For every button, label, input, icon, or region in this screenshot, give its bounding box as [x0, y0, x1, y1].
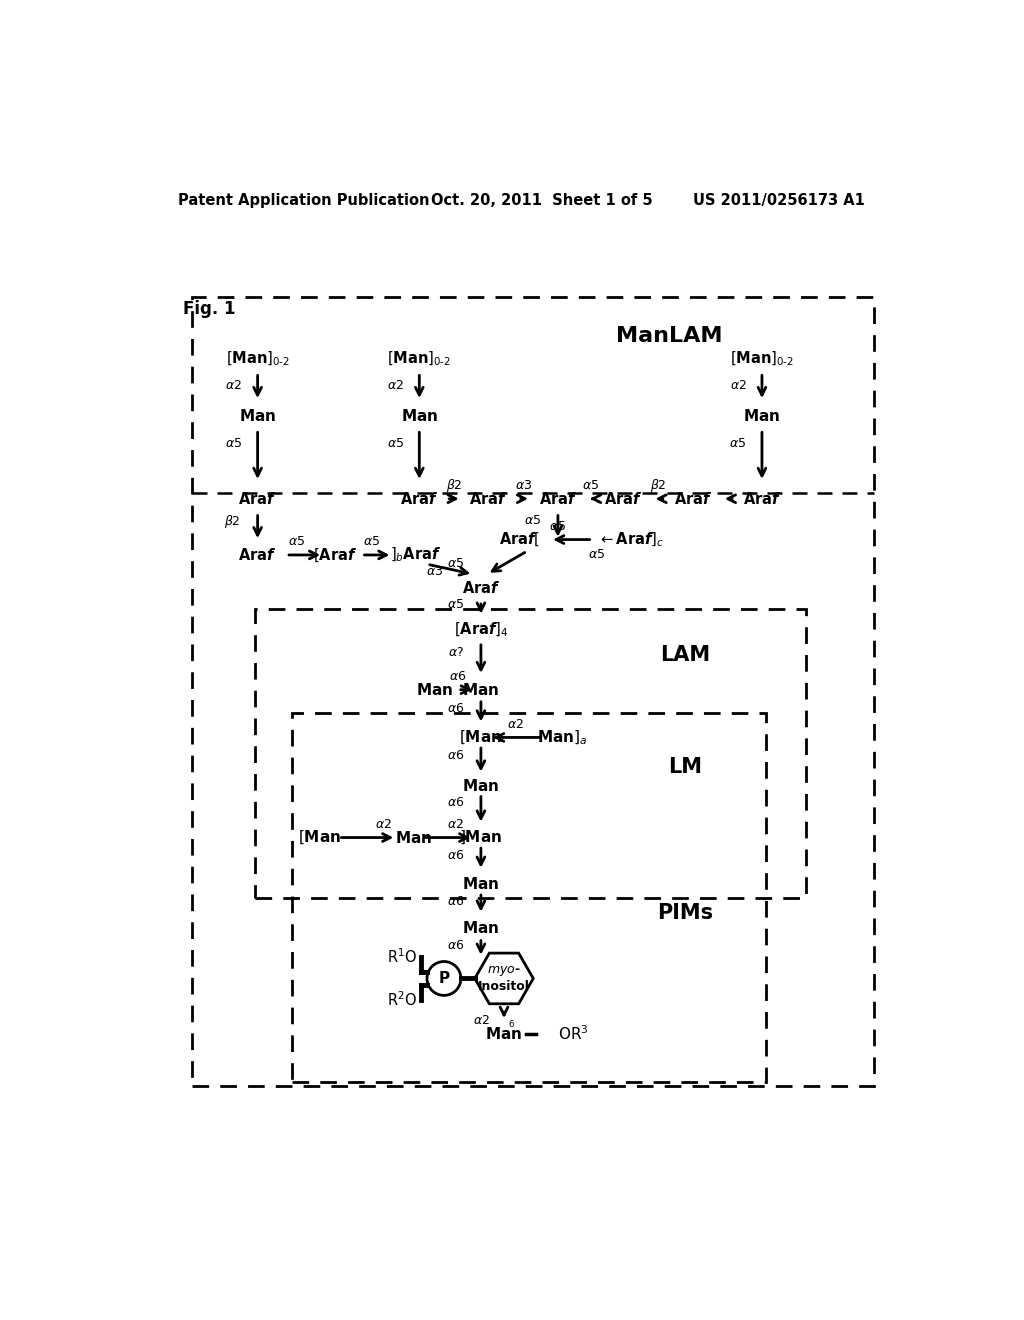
Text: $\alpha3$: $\alpha3$ [515, 479, 531, 492]
Text: $[\mathbf{Man}$: $[\mathbf{Man}$ [460, 729, 503, 746]
Text: $\mathbf{Ara}\boldsymbol{f}$: $\mathbf{Ara}\boldsymbol{f}$ [462, 579, 500, 597]
Text: $\mathbf{Ara}\boldsymbol{f}$: $\mathbf{Ara}\boldsymbol{f}$ [742, 491, 781, 507]
Text: $\mathbf{Ara}\boldsymbol{f}$: $\mathbf{Ara}\boldsymbol{f}$ [239, 491, 276, 507]
Text: $\mathbf{Ara}\boldsymbol{f}$: $\mathbf{Ara}\boldsymbol{f}$ [604, 491, 642, 507]
Text: $[\mathbf{Man}$: $[\mathbf{Man}$ [298, 829, 341, 846]
Text: $\alpha6$: $\alpha6$ [446, 702, 464, 715]
Text: $\alpha6$: $\alpha6$ [446, 796, 464, 809]
Text: $[\mathbf{Man}]_{0\text{-}2}$: $[\mathbf{Man}]_{0\text{-}2}$ [730, 350, 794, 368]
Text: $\alpha5$: $\alpha5$ [446, 557, 464, 570]
Bar [255, 609, 806, 898]
Circle shape [427, 961, 461, 995]
Text: LM: LM [668, 756, 702, 776]
Text: $\mathbf{Ara}\boldsymbol{f}[$: $\mathbf{Ara}\boldsymbol{f}[$ [499, 531, 540, 548]
Text: US 2011/0256173 A1: US 2011/0256173 A1 [692, 193, 864, 209]
Text: $\mathit{myo}$-: $\mathit{myo}$- [487, 964, 521, 978]
Text: $\alpha6$: $\alpha6$ [446, 748, 464, 762]
Text: $\alpha2$: $\alpha2$ [447, 818, 464, 832]
Text: $]_b\mathbf{Ara}\boldsymbol{f}$: $]_b\mathbf{Ara}\boldsymbol{f}$ [390, 545, 441, 564]
Text: $\alpha5$: $\alpha5$ [549, 520, 566, 533]
Text: ManLAM: ManLAM [616, 326, 723, 346]
Text: $\alpha2$: $\alpha2$ [730, 379, 746, 392]
Text: Inositol: Inositol [478, 979, 530, 993]
Text: $\mathbf{Man}$: $\mathbf{Man}$ [463, 777, 500, 793]
Text: $\alpha6$: $\alpha6$ [450, 671, 467, 684]
Text: $\alpha5$: $\alpha5$ [362, 536, 380, 548]
Text: $\alpha6$: $\alpha6$ [446, 939, 464, 952]
Text: LAM: LAM [659, 645, 710, 665]
Text: $\mathbf{P}$: $\mathbf{P}$ [437, 970, 451, 986]
Text: $\alpha5$: $\alpha5$ [729, 437, 746, 450]
Text: $\alpha2$: $\alpha2$ [387, 379, 403, 392]
Text: $\beta2$: $\beta2$ [224, 513, 241, 531]
Text: $\alpha6$: $\alpha6$ [446, 895, 464, 908]
Text: $\mathrm{R^1O}$: $\mathrm{R^1O}$ [387, 948, 417, 966]
Text: $\mathbf{Man}$: $\mathbf{Man}$ [394, 829, 432, 846]
Text: $\mathrm{OR^3}$: $\mathrm{OR^3}$ [558, 1024, 589, 1043]
Text: $\alpha5$: $\alpha5$ [446, 598, 464, 611]
Text: $[\mathbf{Ara}\boldsymbol{f}$: $[\mathbf{Ara}\boldsymbol{f}$ [312, 546, 356, 564]
Text: $\mathbf{Man}]_a$: $\mathbf{Man}]_a$ [537, 729, 587, 747]
Text: $\alpha2$: $\alpha2$ [507, 718, 524, 731]
Text: $[\mathbf{Man}]_{0\text{-}2}$: $[\mathbf{Man}]_{0\text{-}2}$ [225, 350, 290, 368]
Text: $\mathbf{Ara}\boldsymbol{f}$: $\mathbf{Ara}\boldsymbol{f}$ [239, 546, 276, 562]
Text: $\mathbf{Man}$: $\mathbf{Man}$ [485, 1026, 522, 1041]
Bar [193, 297, 873, 1086]
Text: $]\mathbf{Man}$: $]\mathbf{Man}$ [460, 829, 503, 846]
Text: $\alpha5$: $\alpha5$ [588, 548, 605, 561]
Text: $\mathbf{Man}$: $\mathbf{Man}$ [416, 681, 454, 698]
Text: $\beta2$: $\beta2$ [649, 477, 667, 494]
Text: $\alpha5$: $\alpha5$ [288, 536, 305, 548]
Text: $\alpha2$: $\alpha2$ [473, 1014, 490, 1027]
Text: $\mathbf{Ara}\boldsymbol{f}$: $\mathbf{Ara}\boldsymbol{f}$ [400, 491, 438, 507]
Text: $\mathbf{Ara}\boldsymbol{f}$: $\mathbf{Ara}\boldsymbol{f}$ [469, 491, 508, 507]
Text: $\alpha6$: $\alpha6$ [446, 849, 464, 862]
Text: $\alpha5$: $\alpha5$ [524, 513, 541, 527]
Text: ${}_{6}$: ${}_{6}$ [508, 1016, 515, 1030]
Text: $\alpha3$: $\alpha3$ [426, 565, 443, 578]
Text: $\alpha5$: $\alpha5$ [387, 437, 403, 450]
Text: $\mathbf{Man}$: $\mathbf{Man}$ [463, 681, 500, 698]
Text: $\mathbf{Man}$: $\mathbf{Man}$ [463, 875, 500, 892]
Text: $\mathbf{Man}$: $\mathbf{Man}$ [400, 408, 438, 424]
Text: $\mathbf{Ara}\boldsymbol{f}$: $\mathbf{Ara}\boldsymbol{f}$ [539, 491, 578, 507]
Text: Fig. 1: Fig. 1 [183, 300, 236, 318]
Text: $\alpha2$: $\alpha2$ [375, 818, 392, 832]
Text: $\mathbf{Man}$: $\mathbf{Man}$ [463, 920, 500, 936]
Text: $\beta2$: $\beta2$ [445, 477, 462, 494]
Text: $\mathbf{Ara}\boldsymbol{f}$: $\mathbf{Ara}\boldsymbol{f}$ [674, 491, 712, 507]
Text: $\leftarrow\mathbf{Ara}\boldsymbol{f}]_c$: $\leftarrow\mathbf{Ara}\boldsymbol{f}]_c… [598, 531, 665, 549]
Text: $\alpha?$: $\alpha?$ [447, 647, 464, 659]
Text: $\mathbf{Man}$: $\mathbf{Man}$ [239, 408, 276, 424]
Text: $\mathrm{R^2O}$: $\mathrm{R^2O}$ [387, 990, 417, 1010]
Text: $\alpha5$: $\alpha5$ [582, 479, 599, 492]
Text: $[\mathbf{Ara}\boldsymbol{f}]_4$: $[\mathbf{Ara}\boldsymbol{f}]_4$ [454, 620, 508, 639]
Text: $\mathbf{Man}$: $\mathbf{Man}$ [743, 408, 780, 424]
Text: $\alpha5$: $\alpha5$ [225, 437, 243, 450]
Bar [292, 713, 766, 1082]
Text: Oct. 20, 2011  Sheet 1 of 5: Oct. 20, 2011 Sheet 1 of 5 [431, 193, 652, 209]
Text: $[\mathbf{Man}]_{0\text{-}2}$: $[\mathbf{Man}]_{0\text{-}2}$ [387, 350, 452, 368]
Text: $\alpha2$: $\alpha2$ [225, 379, 243, 392]
Text: PIMs: PIMs [657, 903, 713, 923]
Text: Patent Application Publication: Patent Application Publication [178, 193, 430, 209]
